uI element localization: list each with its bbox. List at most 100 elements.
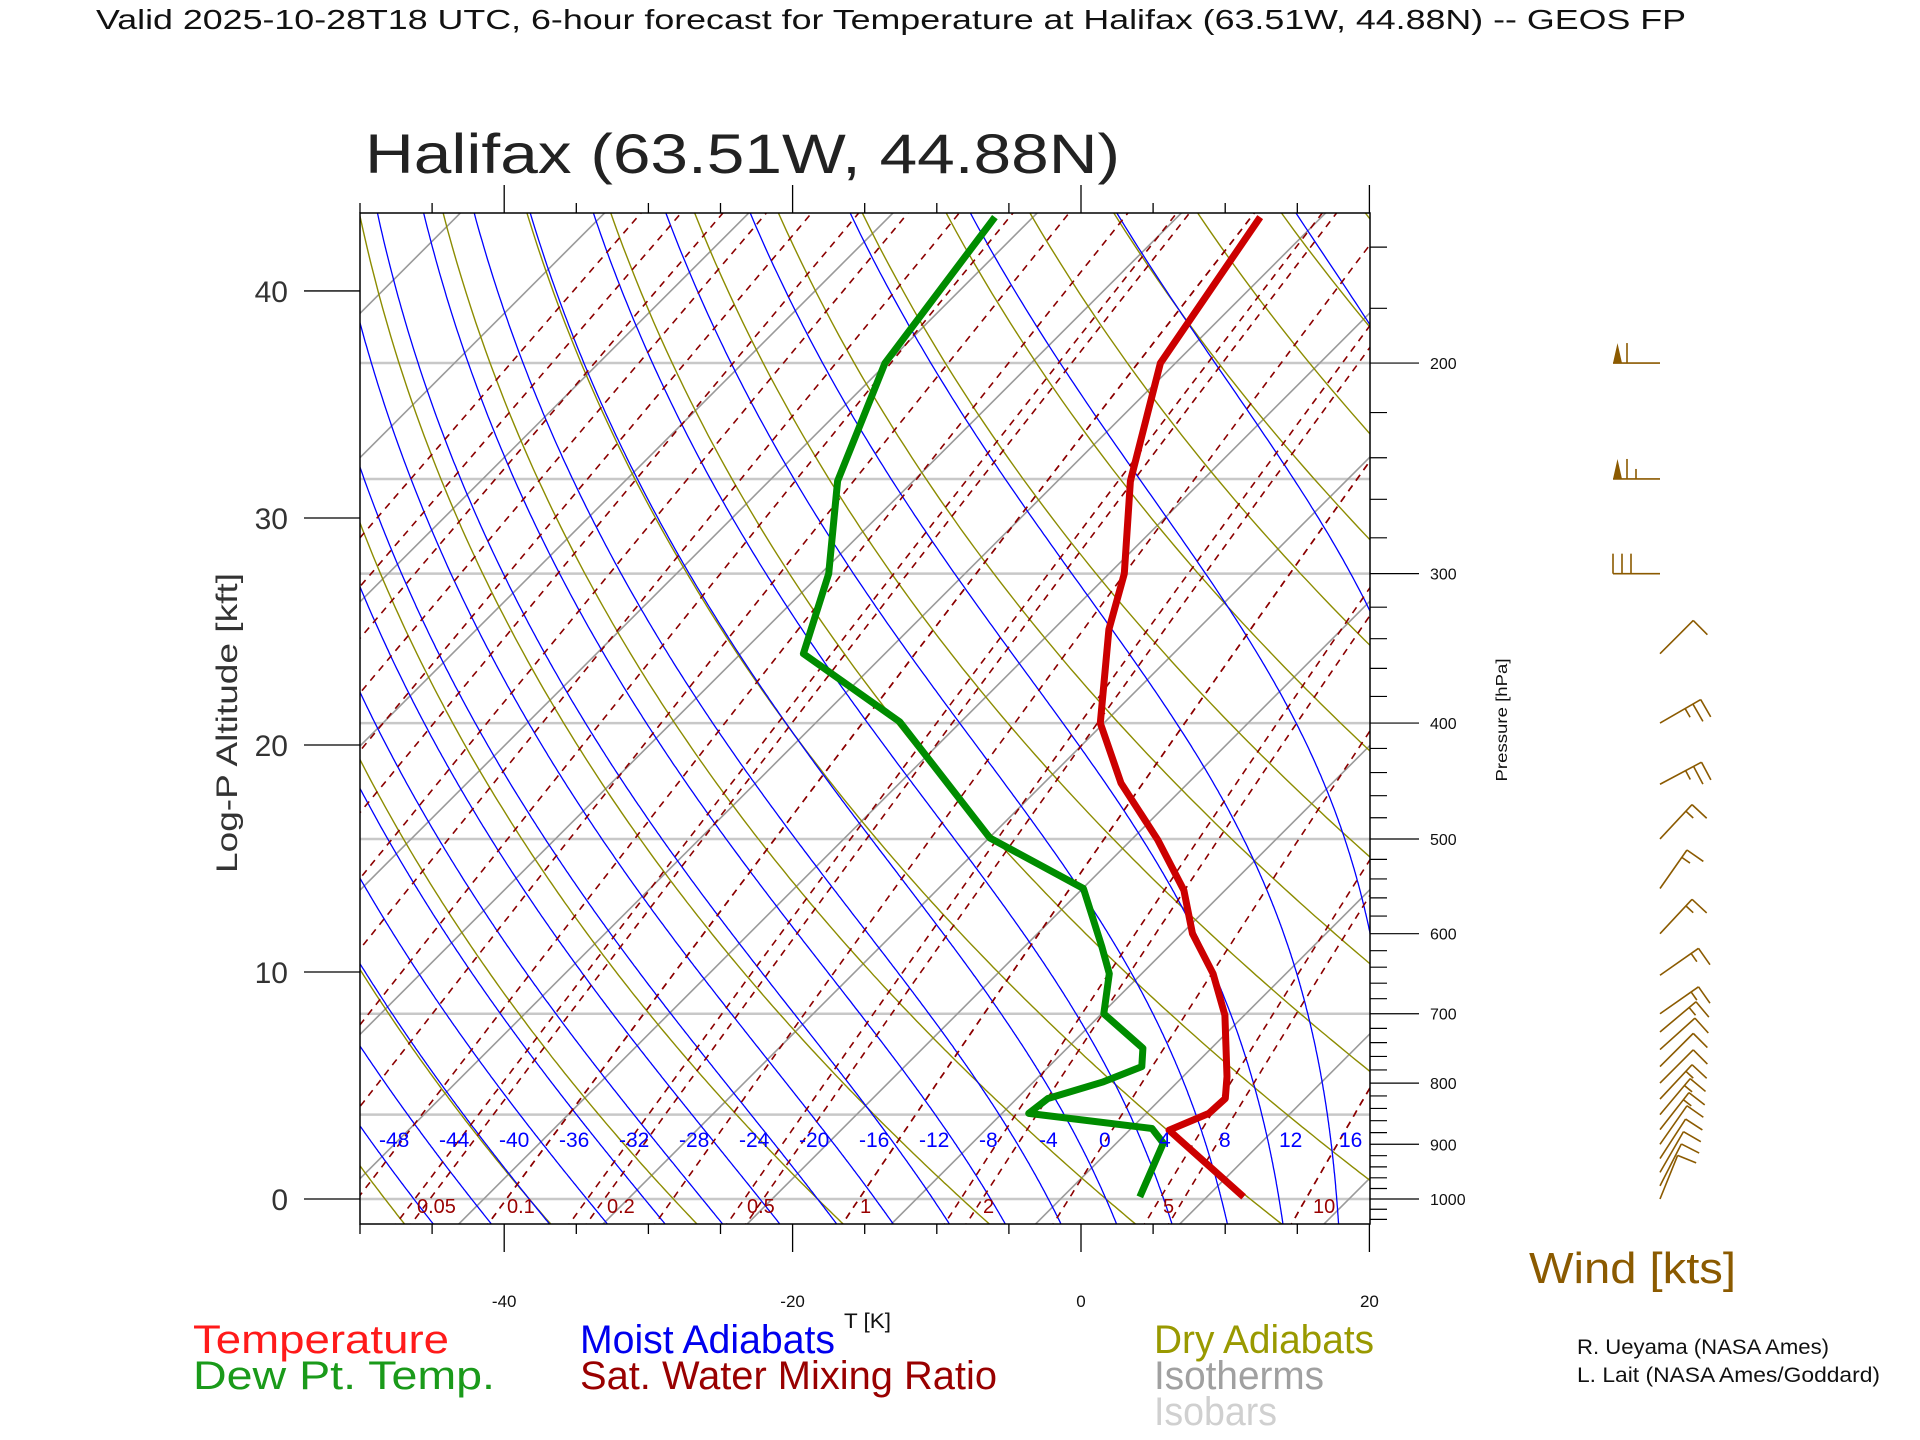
wind-barb [1659, 1091, 1706, 1131]
wind-barb [1659, 1130, 1702, 1173]
mixing-ratio-line [360, 213, 961, 951]
pressure-tick-label: 200 [1430, 356, 1457, 373]
moist-adiabat-label: -36 [559, 1129, 589, 1152]
wind-barb-half [1684, 708, 1691, 718]
legend-temperature: Temperature [193, 1318, 449, 1362]
isotherm-line [360, 213, 1327, 1180]
dry-adiabat-line [1586, 178, 1920, 1230]
pressure-tick-label: 600 [1430, 927, 1457, 944]
wind-barb-half [1681, 856, 1691, 864]
wind-barb [1659, 1105, 1704, 1145]
mixing-ratio-line [410, 213, 1191, 1224]
x-tick-label: 20 [1360, 1292, 1379, 1311]
moist-adiabat-label: -4 [1039, 1129, 1058, 1152]
wind-barb-half [1688, 1007, 1697, 1016]
moist-adiabat-label: -32 [619, 1129, 649, 1152]
dry-adiabat-line [1915, 178, 1920, 1230]
dry-adiabat-line [693, 213, 1370, 1073]
isotherm-line [746, 600, 1370, 1224]
wind-barb-staff [1659, 947, 1699, 976]
isotherm-line [1607, 178, 1920, 1229]
wind-barb [1659, 619, 1708, 655]
background-grid [0, 178, 1920, 1230]
mixing-ratio-label: 0.5 [747, 1196, 775, 1218]
wind-barb-half [1685, 905, 1694, 914]
moist-adiabat-label: -44 [439, 1129, 470, 1152]
mixing-ratio-line [1052, 729, 1370, 1224]
isotherm-line [360, 213, 462, 315]
altitude-tick-label: 10 [255, 957, 288, 990]
moist-adiabat-label: -48 [379, 1129, 409, 1152]
x-tick-label: -40 [492, 1292, 517, 1311]
moist-adiabat-line [849, 213, 1340, 1224]
wind-barb-staff [1659, 1105, 1688, 1145]
wind-barb-full [1677, 1154, 1697, 1164]
mixing-ratio-line [841, 459, 1370, 1224]
wind-barb-full [1686, 1105, 1704, 1118]
mixing-ratio-label: 5 [1163, 1196, 1174, 1218]
legend-moist-adiabats: Moist Adiabats [580, 1318, 835, 1362]
wind-barb-full [1680, 1143, 1700, 1154]
credits: R. Ueyama (NASA Ames) L. Lait (NASA Ames… [1577, 1336, 1880, 1387]
isotherm-line [0, 178, 207, 1229]
wind-barb-full [1688, 1091, 1706, 1106]
moist-adiabat-line [422, 213, 1007, 1224]
dry-adiabat-line [1832, 178, 1920, 1230]
moist-adiabat-label: 16 [1339, 1129, 1362, 1152]
moist-adiabat-line [529, 213, 1118, 1224]
wind-barb [1613, 458, 1660, 480]
isotherm-line [1322, 1176, 1370, 1224]
mixing-ratio-line [487, 213, 1256, 1224]
wind-barb [1659, 1064, 1708, 1100]
wind-barb-half [1685, 1070, 1694, 1079]
wind-barb-half [1690, 991, 1698, 1001]
mixing-ratio-line [744, 345, 1370, 1224]
wind-barb [1659, 849, 1704, 889]
wind-barb [1659, 1032, 1708, 1068]
wind-barb-staff [1659, 1092, 1690, 1131]
mixing-ratio-label: 10 [1313, 1196, 1335, 1218]
wind-barb [1659, 1017, 1709, 1051]
mixing-ratio-label: 1 [860, 1196, 871, 1218]
moist-adiabat-line [1116, 213, 1370, 613]
mixing-ratio-line [1290, 1086, 1370, 1224]
wind-barb-full [1691, 804, 1708, 819]
moist-adiabat-label: -28 [679, 1129, 709, 1152]
wind-barb-staff [1659, 1017, 1696, 1051]
moist-adiabat-line [376, 213, 951, 1224]
pressure-tick-label: 1000 [1430, 1192, 1466, 1209]
isotherm-line [1178, 1032, 1370, 1224]
moist-adiabat-label: -24 [739, 1129, 770, 1152]
wind-barb [1659, 1143, 1700, 1187]
wind-barb [1612, 553, 1660, 575]
mixing-ratio-line [360, 213, 909, 880]
moist-adiabat-line [473, 213, 1062, 1224]
mixing-ratio-line [585, 213, 1338, 1224]
wind-barbs [1612, 343, 1712, 1200]
wind-barb-full [1695, 1001, 1710, 1018]
wind-barb-full [1691, 898, 1708, 914]
wind-barb-full [1700, 761, 1712, 781]
moist-adiabat-line [665, 213, 1229, 1224]
wind-barb-staff [1659, 1155, 1679, 1200]
moist-adiabat-label: -8 [979, 1129, 998, 1152]
moist-adiabat-line [749, 213, 1284, 1224]
pressure-tick-label: 900 [1430, 1137, 1457, 1154]
dry-adiabat-line [360, 520, 845, 1224]
wind-barb-full [1692, 703, 1704, 722]
mixing-ratio-line [841, 459, 1370, 1224]
wind-barb-staff [1659, 619, 1694, 655]
wind-barb [1659, 1049, 1708, 1084]
wind-barb [1659, 1118, 1703, 1159]
wind-barb [1659, 804, 1708, 840]
x-axis-label: T [K] [844, 1310, 891, 1333]
wind-barb-staff [1659, 898, 1693, 935]
dry-adiabat-line [1364, 213, 1370, 221]
dry-adiabat-line [360, 758, 698, 1224]
x-tick-label: -20 [780, 1292, 805, 1311]
isotherm-line [1034, 888, 1370, 1224]
mixing-ratio-line [487, 213, 1256, 1224]
wind-barb-staff [1659, 1078, 1691, 1116]
mixing-ratio-line [360, 213, 1129, 1197]
wind-barb-staff [1659, 986, 1699, 1015]
